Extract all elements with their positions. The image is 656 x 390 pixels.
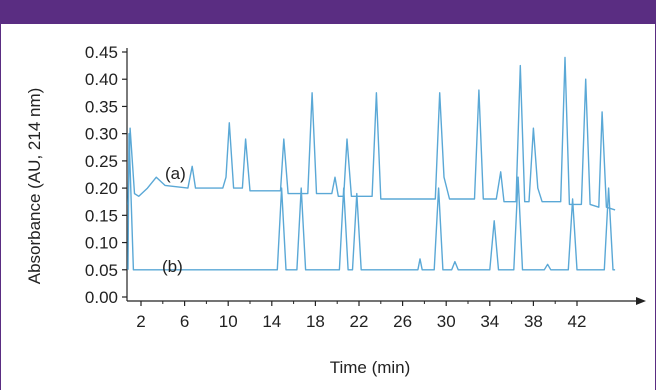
x-axis: 2 6 10 14 18 22 26 30 34 38 42 — [127, 297, 646, 331]
y-tick-label: 0.35 — [85, 97, 118, 116]
x-axis-label: Time (min) — [330, 358, 411, 377]
x-tick-label: 22 — [350, 312, 369, 331]
x-tick-label: 30 — [437, 312, 456, 331]
y-tick-label: 0.45 — [85, 43, 118, 62]
series-layer — [127, 56, 616, 271]
series-b-label: (b) — [162, 257, 183, 276]
x-tick-label: 6 — [180, 312, 189, 331]
x-tick-label: 14 — [262, 312, 281, 331]
y-tick-label: 0.05 — [85, 261, 118, 280]
y-axis: 0.00 0.05 0.10 0.15 0.20 0.25 0.30 0.35 0.40 0.45 — [85, 43, 128, 307]
x-tick-label: 38 — [524, 312, 543, 331]
series-line-b — [127, 133, 616, 271]
x-tick-label: 42 — [568, 312, 587, 331]
y-axis-label: Absorbance (AU, 214 nm) — [25, 88, 44, 285]
frame-border-left — [0, 24, 1, 390]
y-tick-label: 0.25 — [85, 152, 118, 171]
x-tick-label: 34 — [480, 312, 499, 331]
y-tick-label: 0.00 — [85, 288, 118, 307]
x-tick-label: 10 — [219, 312, 238, 331]
x-tick-label: 18 — [306, 312, 325, 331]
x-axis-arrow — [636, 297, 646, 305]
x-tick-label: 2 — [136, 312, 145, 331]
y-tick-label: 0.10 — [85, 234, 118, 253]
series-a-label: (a) — [165, 164, 186, 183]
y-tick-label: 0.30 — [85, 125, 118, 144]
y-tick-label: 0.20 — [85, 179, 118, 198]
header-banner — [0, 0, 656, 24]
x-tick-label: 26 — [393, 312, 412, 331]
series-line-a — [127, 56, 616, 211]
y-tick-label: 0.15 — [85, 206, 118, 225]
y-tick-label: 0.40 — [85, 70, 118, 89]
